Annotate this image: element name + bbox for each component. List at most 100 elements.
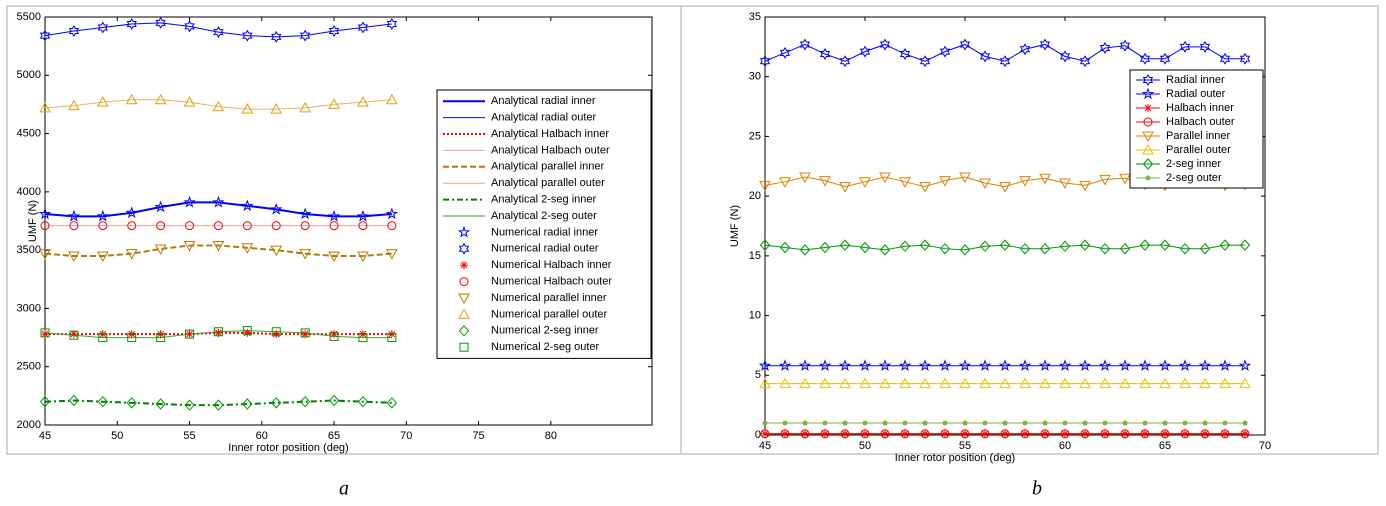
data-point [1099,174,1111,186]
data-point [241,103,254,114]
data-point [799,377,811,389]
data-point [300,221,310,231]
figure-border [6,5,1379,455]
data-point [125,249,138,260]
data-point [213,26,224,39]
data-point [126,397,137,409]
y-tick-label: 4000 [17,186,41,198]
legend-label: Numerical 2-seg outer [491,341,600,353]
data-point [839,377,851,389]
data-point [1039,173,1051,185]
data-point [243,328,252,337]
series-line [44,399,392,407]
data-point [840,429,850,439]
legend-label: Numerical 2-seg inner [491,325,599,337]
data-point [1042,420,1048,426]
data-point [780,429,790,439]
y-tick-label: 2500 [17,361,41,373]
data-point [328,24,340,37]
legend-marker [1142,131,1154,143]
data-point [1139,377,1151,389]
data-point [799,38,811,51]
data-point [1080,429,1090,439]
data-point [1239,52,1251,65]
data-point [125,206,138,219]
legend-marker [458,242,470,255]
data-point [800,429,810,439]
data-point [357,395,369,408]
data-point [69,221,79,231]
data-point [1179,40,1191,53]
legend-label: Analytical 2-seg inner [491,194,597,206]
data-point [940,429,950,439]
data-point [939,176,951,187]
data-point [127,221,137,231]
legend-label: Halbach outer [1166,116,1235,128]
data-point [819,176,831,187]
data-point [1222,420,1228,426]
legend-label: Parallel outer [1166,144,1231,156]
data-point [1179,377,1191,389]
data-point [183,96,196,107]
data-point [1059,178,1071,190]
data-point [358,330,367,339]
data-point [899,48,911,61]
data-point [386,397,398,409]
data-point [779,377,791,389]
data-point [979,50,991,63]
legend-label: Numerical Halbach inner [491,259,612,271]
legend-marker [459,277,469,287]
data-point [879,244,891,256]
data-point [387,221,397,231]
data-point [357,251,369,263]
y-tick-label: 15 [749,250,761,262]
data-point [214,328,223,337]
data-point [357,96,369,107]
data-point [1059,377,1071,389]
data-point [999,239,1011,251]
data-point [979,178,991,190]
data-point [962,420,968,426]
data-point [859,177,871,188]
series-line [764,244,1245,251]
data-point [1019,377,1031,389]
data-point [819,377,831,389]
data-point [1159,239,1171,251]
data-point [299,395,311,408]
data-point [156,333,166,343]
y-tick-label: 20 [749,190,761,202]
y-axis-label: UMF (N) [729,205,741,247]
data-point [1019,43,1031,56]
legend-label: Analytical parallel outer [491,177,605,189]
data-point [920,429,930,439]
x-tick-label: 45 [39,430,51,442]
data-point [156,330,165,339]
data-point [1019,176,1031,187]
data-point [358,221,368,231]
series-line [44,22,392,38]
data-point [271,221,281,231]
y-tick-label: 0 [755,429,761,441]
data-point [1079,180,1091,192]
data-point [270,103,283,114]
data-point [1219,52,1231,65]
data-point [922,420,928,426]
data-point [919,55,931,68]
data-point [387,330,396,339]
data-point [1162,420,1168,426]
data-point [1239,377,1251,389]
data-point [758,359,772,372]
legend-label: Analytical Halbach outer [491,144,610,156]
data-point [97,395,108,408]
data-point [959,244,971,256]
data-point [862,420,868,426]
data-point [819,241,831,254]
legend-label: Radial outer [1166,88,1226,100]
legend-marker [1144,104,1152,112]
data-point [899,240,911,253]
data-point [270,202,283,215]
data-point [185,330,194,339]
data-point [958,359,972,372]
data-point [212,240,225,252]
